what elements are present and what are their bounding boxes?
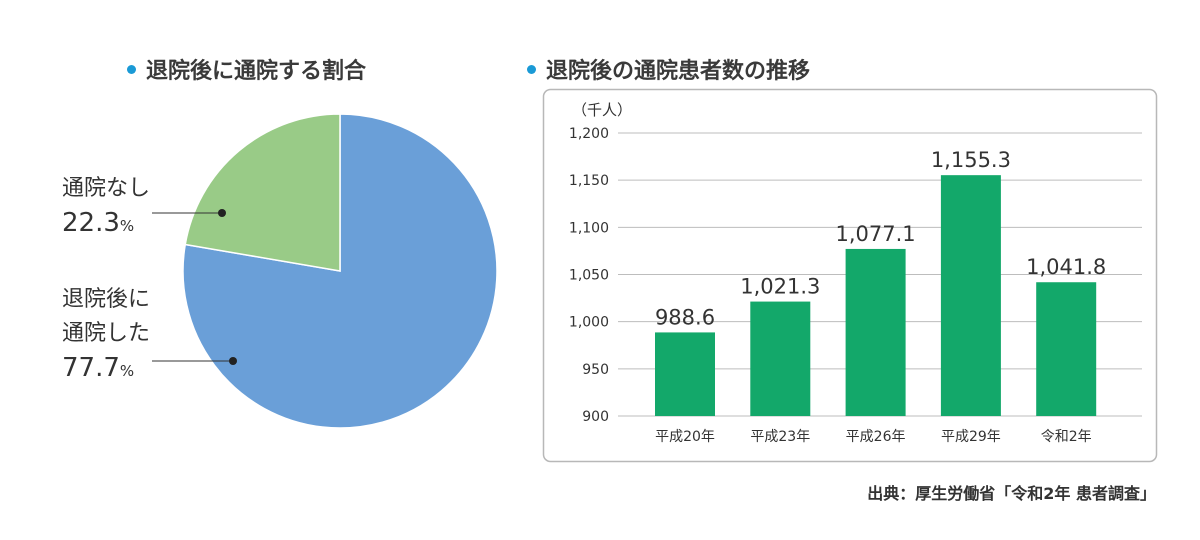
pie-label-no-visit-name: 通院なし bbox=[62, 176, 151, 201]
pie-label-no-visit-value: 22.3% bbox=[62, 208, 135, 238]
x-category-label: 平成26年 bbox=[846, 429, 906, 445]
bar-value-label: 988.6 bbox=[655, 305, 715, 329]
y-tick-label: 950 bbox=[582, 362, 609, 378]
bar-value-label: 1,155.3 bbox=[931, 148, 1011, 172]
y-tick-label: 1,050 bbox=[569, 268, 609, 284]
bar-value-label: 1,021.3 bbox=[740, 275, 820, 299]
y-tick-label: 1,200 bbox=[569, 126, 609, 142]
pie-label-visited-name-1: 退院後に bbox=[62, 287, 151, 312]
y-tick-label: 1,100 bbox=[569, 220, 609, 236]
bar bbox=[845, 248, 906, 416]
leader-no-visit-dot bbox=[218, 209, 226, 217]
bar-section-title: 退院後の通院患者数の推移 bbox=[527, 53, 810, 85]
bullet-dot-icon bbox=[127, 64, 136, 74]
y-tick-label: 1,150 bbox=[569, 173, 609, 189]
x-category-label: 平成29年 bbox=[941, 429, 1001, 445]
bar-value-label: 1,077.1 bbox=[836, 222, 916, 246]
bar-title-text: 退院後の通院患者数の推移 bbox=[546, 59, 811, 84]
pie-label-visited-name-2: 通院した bbox=[62, 321, 151, 346]
pie-chart bbox=[152, 113, 498, 429]
pie-label-no-visit: 通院なし 22.3% bbox=[62, 172, 150, 243]
pie-section-title: 退院後に通院する割合 bbox=[127, 53, 366, 85]
x-category-label: 令和2年 bbox=[1041, 429, 1092, 445]
pie-title-text: 退院後に通院する割合 bbox=[146, 59, 367, 84]
y-tick-label: 1,000 bbox=[569, 315, 609, 331]
bullet-dot-icon bbox=[527, 64, 536, 74]
bar bbox=[655, 332, 715, 416]
pie-label-visited-value: 77.7% bbox=[62, 353, 135, 383]
leader-visited-dot bbox=[229, 357, 237, 365]
bar bbox=[1036, 282, 1097, 416]
x-category-label: 平成23年 bbox=[750, 429, 810, 445]
x-category-label: 平成20年 bbox=[655, 429, 715, 445]
source-note: 出典：厚生労働省「令和2年 患者調査」 bbox=[867, 484, 1156, 503]
pie-label-visited: 退院後に 通院した 77.7% bbox=[62, 283, 150, 388]
bar bbox=[940, 175, 1001, 416]
bar-unit-label: （千人） bbox=[572, 101, 632, 119]
pie-slice-1 bbox=[184, 113, 341, 272]
bar bbox=[750, 301, 811, 416]
bar-value-label: 1,041.8 bbox=[1026, 255, 1106, 279]
y-tick-label: 900 bbox=[582, 409, 609, 425]
